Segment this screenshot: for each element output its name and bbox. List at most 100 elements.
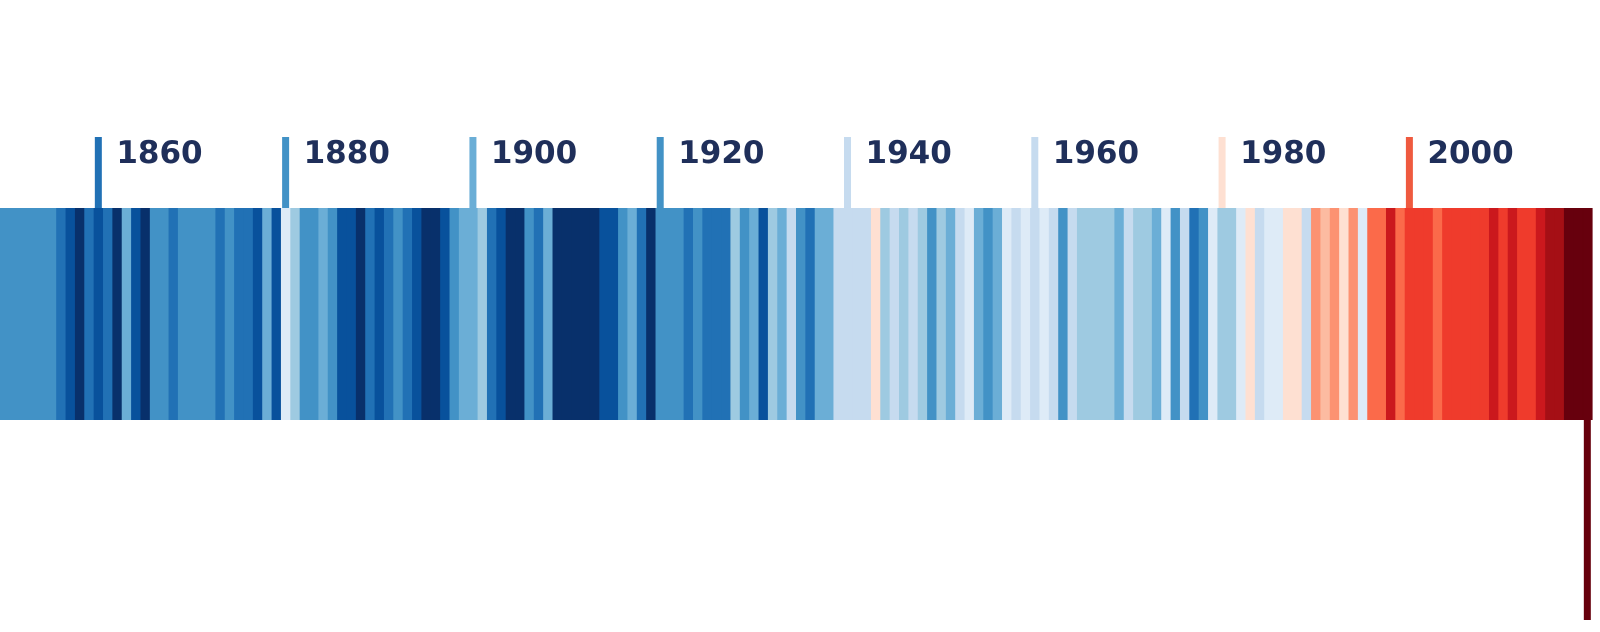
- stripe-1953: [964, 208, 975, 420]
- stripe-1995: [1357, 208, 1368, 420]
- stripe-1979: [1208, 208, 1219, 420]
- stripe-1911: [571, 208, 582, 420]
- stripe-1915: [608, 208, 619, 420]
- stripe-1944: [880, 208, 891, 420]
- stripe-1856: [56, 208, 67, 420]
- stripe-1929: [739, 208, 750, 420]
- stripe-1859: [84, 208, 95, 420]
- stripe-1972: [1142, 208, 1153, 420]
- stripe-1938: [824, 208, 835, 420]
- stripe-1871: [196, 208, 207, 420]
- tick-label-1900: 1900: [491, 135, 577, 171]
- stripe-2016: [1554, 208, 1565, 420]
- stripe-1943: [870, 208, 881, 420]
- stripe-1875: [234, 208, 245, 420]
- stripe-1998: [1385, 208, 1396, 420]
- stripe-1869: [177, 208, 188, 420]
- stripe-1912: [580, 208, 591, 420]
- stripe-1947: [908, 208, 919, 420]
- stripe-1931: [758, 208, 769, 420]
- stripe-1977: [1189, 208, 1200, 420]
- stripe-1940: [842, 208, 853, 420]
- stripe-2011: [1507, 208, 1518, 420]
- stripe-1973: [1151, 208, 1162, 420]
- stripe-1962: [1048, 208, 1059, 420]
- stripe-1967: [1095, 208, 1106, 420]
- stripe-1853: [28, 208, 39, 420]
- stripe-1970: [1123, 208, 1134, 420]
- stripe-2005: [1451, 208, 1462, 420]
- stripe-1930: [749, 208, 760, 420]
- stripe-2008: [1479, 208, 1490, 420]
- stripe-1872: [206, 208, 216, 420]
- stripe-1957: [1002, 208, 1012, 420]
- stripe-1925: [702, 208, 713, 420]
- stripe-1960: [1030, 208, 1041, 420]
- tick-mark-2000: [1405, 137, 1413, 208]
- stripe-1898: [449, 208, 460, 420]
- stripe-1948: [917, 208, 928, 420]
- stripe-1988: [1292, 208, 1303, 420]
- stripe-1951: [945, 208, 956, 420]
- stripe-1873: [215, 208, 226, 420]
- stripe-1918: [636, 208, 647, 420]
- stripe-2017: [1563, 208, 1574, 420]
- stripe-1971: [1133, 208, 1144, 420]
- stripe-1884: [318, 208, 329, 420]
- tick-mark-1860: [94, 137, 102, 208]
- ticks-group: 1860 1880 1900 1920 1940 1960 1980 2000: [94, 135, 1514, 208]
- final-year-marker-group: [1583, 208, 1591, 620]
- stripe-1908: [543, 208, 554, 420]
- stripe-1968: [1105, 208, 1115, 420]
- stripe-1886: [337, 208, 348, 420]
- stripe-1906: [524, 208, 535, 420]
- stripe-2003: [1432, 208, 1443, 420]
- stripe-2014: [1535, 208, 1546, 420]
- stripe-2009: [1488, 208, 1499, 420]
- final-year-marker: [1583, 208, 1591, 620]
- stripe-1885: [327, 208, 338, 420]
- stripe-1975: [1170, 208, 1181, 420]
- tick-label-1940: 1940: [866, 135, 952, 171]
- stripe-1876: [243, 208, 254, 420]
- stripe-1934: [786, 208, 797, 420]
- stripe-1916: [618, 208, 629, 420]
- stripe-1919: [646, 208, 657, 420]
- stripe-1946: [899, 208, 909, 420]
- stripe-1893: [402, 208, 413, 420]
- stripe-2000: [1404, 208, 1415, 420]
- stripe-1861: [103, 208, 113, 420]
- stripe-1921: [664, 208, 675, 420]
- tick-mark-1980: [1218, 137, 1226, 208]
- stripe-1933: [777, 208, 788, 420]
- stripe-1981: [1226, 208, 1237, 420]
- stripe-1950: [936, 208, 947, 420]
- stripe-1909: [552, 208, 563, 420]
- tick-label-1860: 1860: [116, 135, 202, 171]
- stripe-1990: [1311, 208, 1322, 420]
- stripe-1932: [767, 208, 778, 420]
- stripe-1941: [852, 208, 863, 420]
- stripe-1887: [346, 208, 357, 420]
- stripe-1956: [992, 208, 1003, 420]
- stripe-1860: [93, 208, 104, 420]
- stripe-1863: [121, 208, 132, 420]
- stripe-1889: [365, 208, 376, 420]
- stripe-1877: [252, 208, 263, 420]
- stripe-2002: [1423, 208, 1434, 420]
- tick-label-2000: 2000: [1427, 135, 1513, 171]
- stripe-2010: [1498, 208, 1509, 420]
- stripe-1965: [1076, 208, 1087, 420]
- stripe-1985: [1264, 208, 1275, 420]
- stripe-1999: [1395, 208, 1406, 420]
- stripe-1969: [1114, 208, 1125, 420]
- stripe-1978: [1198, 208, 1209, 420]
- stripe-1980: [1217, 208, 1228, 420]
- stripe-1901: [477, 208, 488, 420]
- stripe-1852: [18, 208, 29, 420]
- stripe-1964: [1067, 208, 1078, 420]
- stripe-2015: [1545, 208, 1556, 420]
- stripe-1945: [889, 208, 900, 420]
- tick-label-1920: 1920: [678, 135, 764, 171]
